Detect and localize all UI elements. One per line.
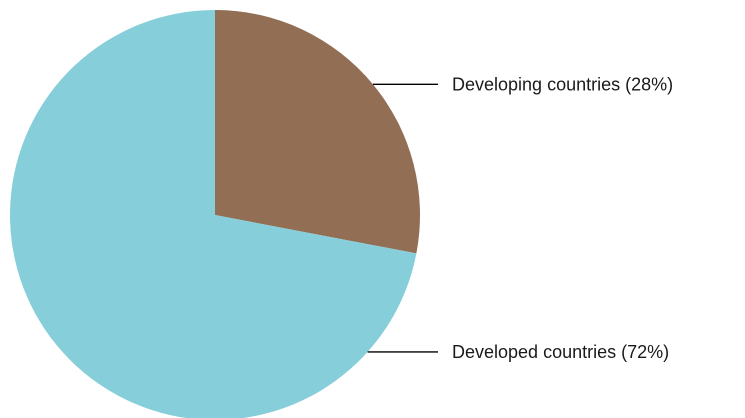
slice-label-developed: Developed countries (72%) — [452, 342, 669, 362]
leader-lines — [367, 83, 438, 353]
slice-label-developing: Developing countries (28%) — [452, 74, 673, 94]
pie-slice-developed — [10, 10, 417, 418]
slice-labels: Developing countries (28%) Developed coun… — [452, 74, 673, 362]
pie-slices — [10, 10, 421, 418]
pie-slice-developing — [215, 10, 421, 254]
